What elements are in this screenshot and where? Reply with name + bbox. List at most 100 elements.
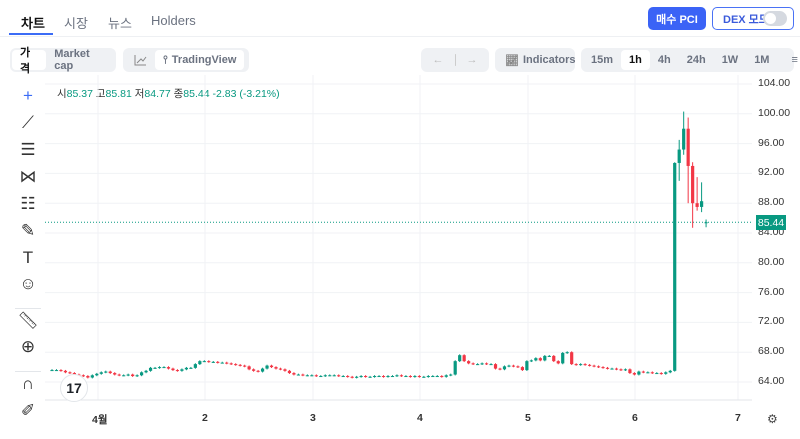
interval-1h[interactable]: 1h	[621, 50, 650, 70]
candle-up	[323, 375, 327, 377]
divider	[0, 36, 800, 37]
time-tick: 2	[202, 412, 208, 424]
crosshair-icon[interactable]: +	[23, 86, 33, 105]
candle-up	[368, 376, 372, 378]
interval-24h[interactable]: 24h	[686, 54, 706, 66]
candle-up	[95, 373, 99, 376]
indicators-button[interactable]: 📈︎ Indicators	[495, 48, 576, 72]
candle-down	[166, 367, 171, 369]
candle-down	[63, 370, 68, 373]
arrow-left-icon[interactable]: ←	[432, 54, 444, 66]
candle-up	[162, 367, 166, 369]
magnet-icon[interactable]: ∩	[21, 374, 35, 393]
tradingview-option[interactable]: ⫯ TradingView	[155, 50, 245, 70]
tab-market[interactable]: 시장	[64, 16, 88, 31]
candle-up	[377, 376, 381, 378]
interval-1W[interactable]: 1W	[721, 54, 739, 66]
buy-button[interactable]: 매수 PCI	[648, 7, 706, 30]
candle-up	[673, 162, 677, 371]
candle-down	[234, 364, 238, 366]
candle-up	[202, 361, 206, 363]
candle-up	[198, 361, 202, 365]
tab-holders[interactable]: Holders	[151, 13, 196, 28]
candle-up	[489, 364, 493, 366]
candle-down	[650, 372, 654, 374]
tab-news[interactable]: 뉴스	[108, 16, 132, 31]
line-chart-icon	[134, 55, 147, 66]
candles-icon: ⫯	[163, 53, 168, 66]
zoom-in-icon[interactable]: ⊕	[20, 337, 36, 356]
time-tick: 6	[632, 412, 638, 424]
tradingview-logo[interactable]: 17	[60, 374, 88, 402]
indicators-label: Indicators	[522, 54, 576, 66]
interval-15m[interactable]: 15m	[591, 54, 614, 66]
candle-up	[700, 201, 704, 207]
candle-up	[704, 222, 708, 224]
candle-up	[502, 366, 507, 370]
arrow-right-icon[interactable]: →	[466, 54, 478, 66]
tradingview-label: TradingView	[171, 54, 237, 66]
candle-up	[637, 371, 641, 375]
candle-up	[140, 372, 144, 376]
time-tick: 3	[310, 412, 316, 424]
candle-down	[462, 355, 466, 362]
candle-down	[337, 375, 341, 377]
candle-down	[574, 364, 578, 366]
price-tick: 92.00	[758, 166, 785, 179]
price-mode-switch: 가격 Market cap	[10, 47, 116, 75]
candle-down	[59, 370, 63, 372]
candle-up	[610, 368, 614, 370]
candle-down	[605, 367, 610, 369]
candle-up	[426, 376, 430, 378]
price-tick: 96.00	[758, 136, 785, 149]
price-tick: 64.00	[758, 375, 785, 387]
time-tick: 4	[417, 412, 423, 424]
toggle-switch[interactable]	[763, 11, 787, 26]
interval-1M[interactable]: 1M	[754, 54, 770, 66]
text-icon[interactable]: T	[22, 248, 34, 267]
trend-line-icon[interactable]: ⟋	[22, 113, 34, 132]
candle-down	[641, 371, 645, 373]
candle-down	[619, 369, 623, 371]
interval-4h[interactable]: 4h	[657, 54, 671, 66]
candle-up	[664, 372, 668, 374]
candle-up	[507, 365, 511, 367]
candle-up	[476, 364, 480, 366]
candle-up	[148, 367, 153, 371]
candle-down	[278, 368, 283, 370]
fib-icon[interactable]: ☷	[20, 194, 36, 213]
candle-up	[50, 370, 54, 372]
price-tick: 68.00	[758, 345, 785, 358]
candle-up	[534, 358, 538, 361]
market-cap-option[interactable]: Market cap	[54, 48, 90, 72]
emoji-icon[interactable]: ☺	[19, 274, 37, 293]
chart-settings-icon[interactable]: ≡	[791, 54, 798, 66]
candle-up	[189, 367, 193, 369]
candle-down	[207, 361, 211, 363]
candle-up	[332, 375, 336, 377]
settings-icon[interactable]: ⚙	[767, 412, 778, 426]
candle-down	[243, 365, 247, 367]
pattern-icon[interactable]: ⋈	[19, 167, 37, 186]
lock-draw-icon[interactable]: ✐	[20, 401, 36, 420]
candle-up	[157, 367, 162, 369]
candle-up	[655, 373, 659, 375]
brush-icon[interactable]: ✎	[20, 221, 36, 240]
candle-down	[471, 363, 475, 365]
ruler-icon[interactable]: 📏︎	[17, 311, 39, 330]
candle-up	[682, 128, 686, 150]
candle-down	[247, 366, 251, 370]
line-chart-option[interactable]	[125, 50, 155, 70]
dex-mode-toggle[interactable]: DEX 모드	[712, 7, 794, 30]
candle-up	[220, 362, 224, 364]
candle-down	[556, 361, 560, 364]
tab-chart[interactable]: 차트	[21, 16, 45, 31]
indicators-icon: 📈︎	[505, 54, 519, 67]
horizontal-lines-icon[interactable]: ☰	[20, 140, 36, 159]
candle-down	[381, 376, 386, 378]
candle-down	[493, 364, 498, 369]
candle-down	[81, 375, 85, 377]
candle-up	[180, 369, 184, 371]
price-option[interactable]: 가격	[12, 47, 47, 75]
